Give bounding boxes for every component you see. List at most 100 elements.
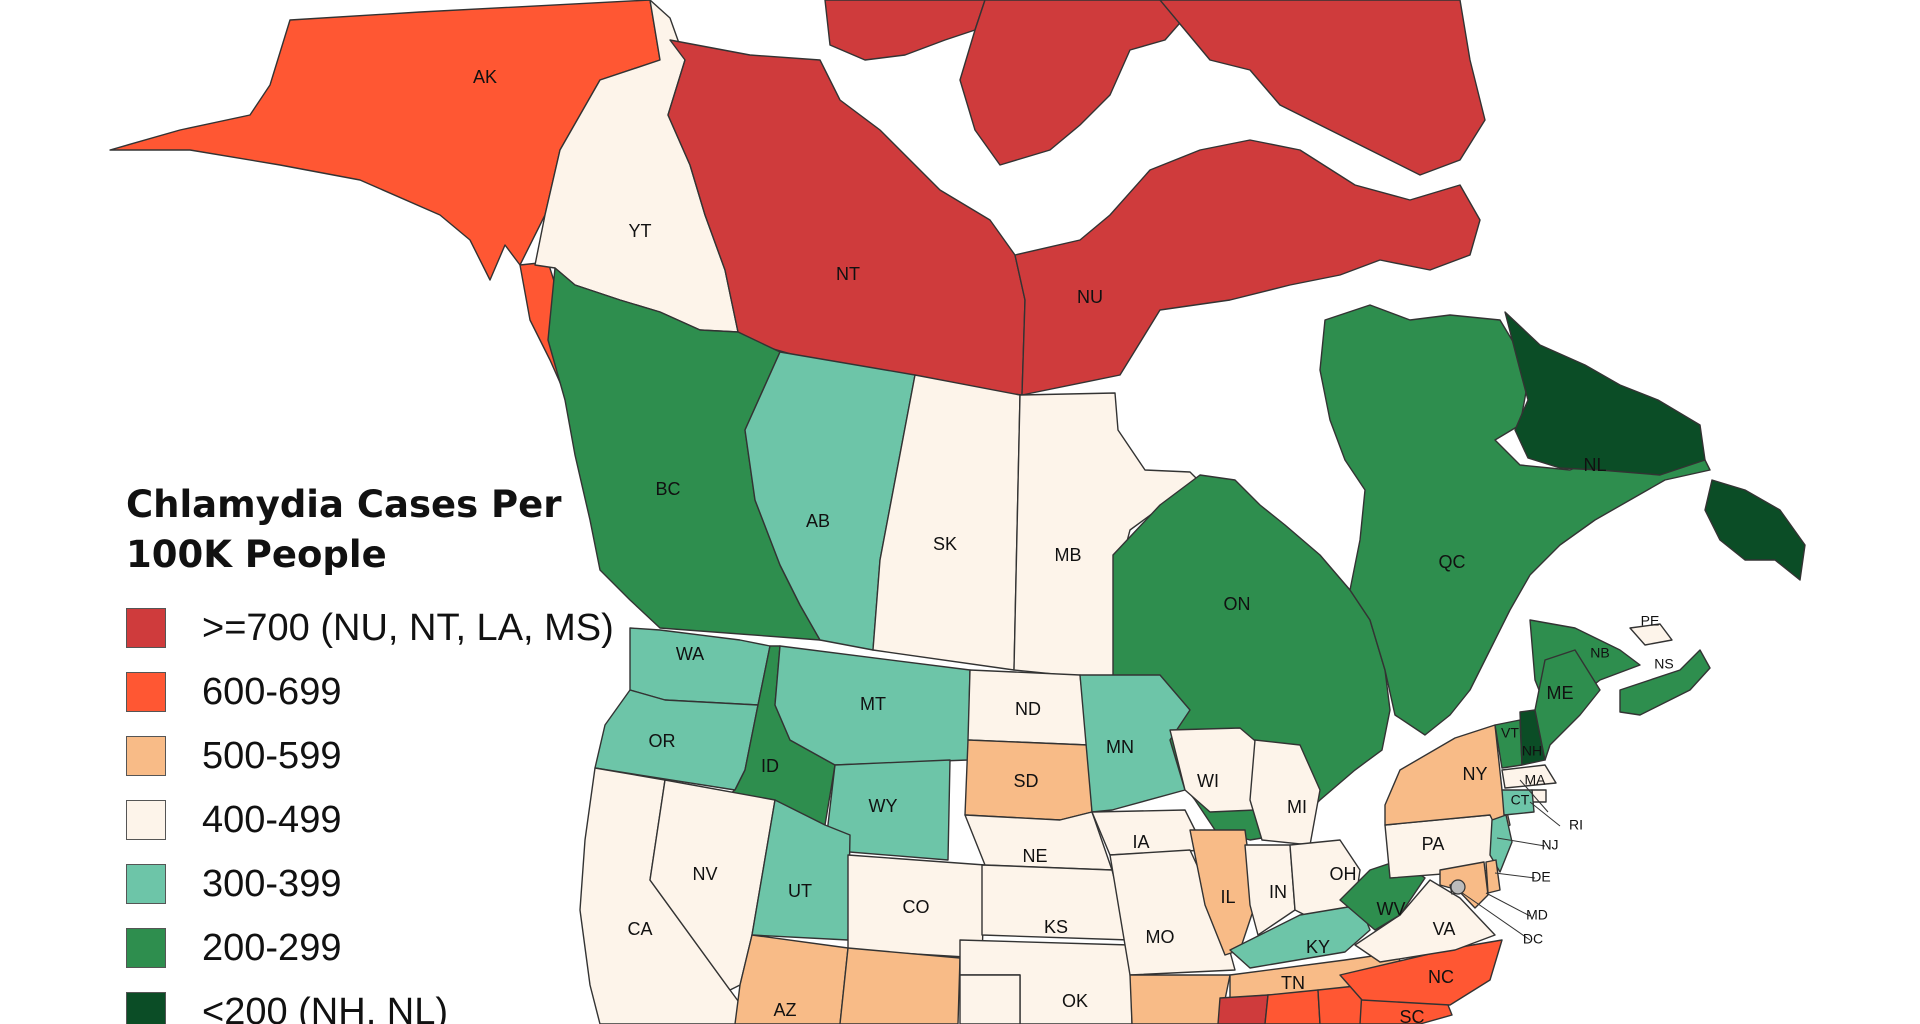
legend-row: <200 (NH, NL): [126, 980, 646, 1024]
leader-line: [1494, 872, 1536, 879]
region-label-pe: PE: [1641, 613, 1660, 629]
region-nm: [839, 947, 961, 1024]
region-label-ne: NE: [1022, 846, 1047, 866]
leader-line: [1529, 801, 1561, 827]
region-label-de: DE: [1531, 869, 1550, 885]
legend-swatch: [126, 992, 166, 1024]
region-label-nu: NU: [1077, 287, 1103, 307]
leader-line: [1519, 779, 1549, 813]
region-label-nb: NB: [1590, 645, 1609, 661]
region-label-va: VA: [1433, 919, 1456, 939]
region-label-ma: MA: [1525, 772, 1547, 788]
region-nj: [1489, 814, 1513, 873]
region-label-ri: RI: [1569, 817, 1583, 833]
legend-swatch: [126, 864, 166, 904]
region-label-qc: QC: [1439, 552, 1466, 572]
region-ms: [1217, 994, 1269, 1024]
region-label-mb: MB: [1055, 545, 1082, 565]
region-label-sd: SD: [1013, 771, 1038, 791]
region-label-az: AZ: [773, 1000, 796, 1020]
region-label-wy: WY: [869, 796, 898, 816]
region-nu: [959, 0, 1201, 166]
region-label-mi: MI: [1287, 797, 1307, 817]
legend-swatch: [126, 736, 166, 776]
region-label-on: ON: [1224, 594, 1251, 614]
region-label-oh: OH: [1330, 864, 1357, 884]
region-label-ca: CA: [627, 919, 652, 939]
legend-label: <200 (NH, NL): [202, 990, 449, 1024]
region-nu: [1014, 139, 1481, 396]
region-label-mt: MT: [860, 694, 886, 714]
map-extras: [1450, 779, 1561, 941]
region-label-bc: BC: [655, 479, 680, 499]
region-nl: [1704, 479, 1806, 581]
region-label-wv: WV: [1377, 899, 1406, 919]
region-label-ks: KS: [1044, 917, 1068, 937]
region-nu: [1159, 0, 1486, 176]
region-ga: [1317, 984, 1366, 1024]
legend-label: 500-599: [202, 734, 342, 777]
region-label-sc: SC: [1399, 1007, 1424, 1024]
region-label-nt: NT: [836, 264, 860, 284]
legend-label: 600-699: [202, 670, 342, 713]
legend-row: 400-499: [126, 788, 646, 852]
region-label-md: MD: [1526, 907, 1548, 923]
region-label-ns: NS: [1654, 656, 1673, 672]
region-label-vt: VT: [1501, 725, 1519, 741]
legend-row: >=700 (NU, NT, LA, MS): [126, 596, 646, 660]
region-al: [1264, 989, 1321, 1024]
region-label-in: IN: [1269, 882, 1287, 902]
region-pe: [1629, 623, 1673, 646]
region-tx: [959, 974, 1021, 1024]
region-shapes: [109, 0, 1806, 1024]
region-in: [1244, 844, 1296, 936]
legend-title-line-2: 100K People: [126, 533, 387, 576]
legend-label: >=700 (NU, NT, LA, MS): [202, 606, 614, 649]
region-label-co: CO: [903, 897, 930, 917]
region-ny: [1384, 724, 1511, 833]
region-labels: AK YT NT NU BC AB SK MB ON QC NL NB NS PE WA OR CA ID NV MT…: [473, 67, 1674, 1024]
region-label-pa: PA: [1422, 834, 1445, 854]
legend-swatch: [126, 800, 166, 840]
region-label-tn: TN: [1281, 973, 1305, 993]
region-label-ct: CT: [1511, 792, 1530, 808]
legend-row: 600-699: [126, 660, 646, 724]
legend-title-line-1: Chlamydia Cases Per: [126, 483, 562, 526]
region-label-mo: MO: [1146, 927, 1175, 947]
dc-marker: [1450, 879, 1466, 895]
region-label-yt: YT: [628, 221, 651, 241]
region-az: [734, 934, 849, 1024]
region-label-ok: OK: [1062, 991, 1088, 1011]
region-label-nj: NJ: [1541, 837, 1558, 853]
region-label-ab: AB: [806, 511, 830, 531]
region-ar: [1129, 974, 1231, 1024]
legend-label: 300-399: [202, 862, 342, 905]
region-label-id: ID: [761, 756, 779, 776]
region-label-sk: SK: [933, 534, 957, 554]
region-label-wi: WI: [1197, 771, 1219, 791]
region-label-nv: NV: [692, 864, 717, 884]
region-label-nl: NL: [1583, 455, 1606, 475]
region-label-or: OR: [649, 731, 676, 751]
legend-label: 400-499: [202, 798, 342, 841]
region-label-me: ME: [1547, 683, 1574, 703]
region-sk: [872, 374, 1021, 671]
region-label-wa: WA: [676, 644, 704, 664]
region-wy: [824, 759, 951, 861]
region-de: [1485, 859, 1501, 894]
legend: Chlamydia Cases Per 100K People >=700 (N…: [126, 480, 646, 1024]
leader-line: [1485, 892, 1531, 917]
legend-row: 300-399: [126, 852, 646, 916]
region-ns: [1619, 649, 1711, 716]
region-label-dc: DC: [1523, 931, 1543, 947]
region-label-ky: KY: [1306, 937, 1330, 957]
legend-title: Chlamydia Cases Per 100K People: [126, 480, 646, 580]
legend-swatch: [126, 928, 166, 968]
region-label-ia: IA: [1132, 832, 1149, 852]
region-nt: [824, 0, 986, 61]
region-me: [1534, 649, 1601, 761]
region-ct: [1501, 789, 1535, 816]
region-va: [1354, 879, 1496, 963]
